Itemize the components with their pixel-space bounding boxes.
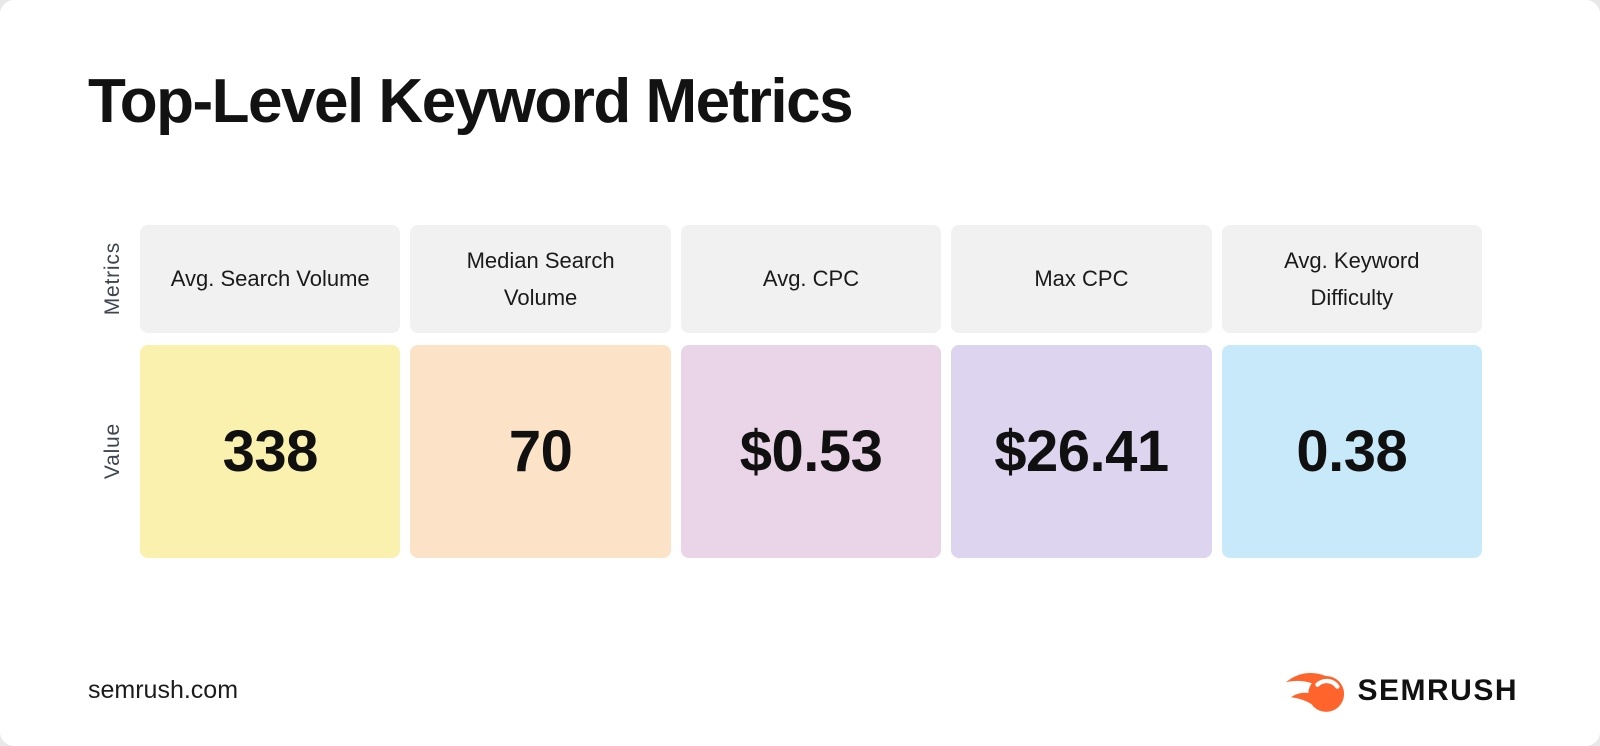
metric-header-avg-search-volume: Avg. Search Volume xyxy=(140,225,401,333)
metric-header-label: Avg. Keyword Difficulty xyxy=(1284,247,1420,310)
metrics-header-row: Metrics Avg. Search Volume Median Search… xyxy=(85,225,1483,333)
metric-header-avg-keyword-difficulty: Avg. Keyword Difficulty xyxy=(1221,225,1483,333)
metrics-table: Metrics Avg. Search Volume Median Search… xyxy=(85,225,1483,558)
header-cells: Avg. Search Volume Median Search Volume … xyxy=(140,225,1483,333)
value-cell-max-cpc: $26.41 xyxy=(951,345,1212,558)
metric-header-max-cpc: Max CPC xyxy=(951,225,1212,333)
value-cell-avg-search-volume: 338 xyxy=(140,345,401,558)
metric-header-label: Avg. Search Volume xyxy=(170,266,370,292)
row-label-metrics: Metrics xyxy=(100,242,124,316)
metric-value: $0.53 xyxy=(739,419,883,484)
value-cell-avg-cpc: $0.53 xyxy=(680,345,942,558)
source-url: semrush.com xyxy=(88,676,239,704)
metric-value: 0.38 xyxy=(1296,419,1408,484)
semrush-wordmark: SEMRUSH xyxy=(1357,674,1518,707)
semrush-flame-icon xyxy=(1285,668,1347,714)
semrush-logo: SEMRUSH xyxy=(1285,668,1518,714)
metric-value: $26.41 xyxy=(994,419,1169,484)
row-label-value: Value xyxy=(100,423,124,480)
metric-header-avg-cpc: Avg. CPC xyxy=(680,225,942,333)
value-cell-median-search-volume: 70 xyxy=(410,345,671,558)
metric-header-label: Avg. CPC xyxy=(762,266,860,292)
page-title: Top-Level Keyword Metrics xyxy=(88,67,854,136)
value-cell-avg-keyword-difficulty: 0.38 xyxy=(1221,345,1483,558)
metric-header-label: Median Search Volume xyxy=(466,247,615,310)
metrics-value-row: Value 338 70 $0.53 $26.41 0.38 xyxy=(85,345,1483,558)
metric-header-label: Max CPC xyxy=(1034,266,1129,292)
metric-header-median-search-volume: Median Search Volume xyxy=(410,225,671,333)
value-cells: 338 70 $0.53 $26.41 0.38 xyxy=(140,345,1483,558)
metric-value: 70 xyxy=(508,419,573,484)
metric-value: 338 xyxy=(222,419,319,484)
